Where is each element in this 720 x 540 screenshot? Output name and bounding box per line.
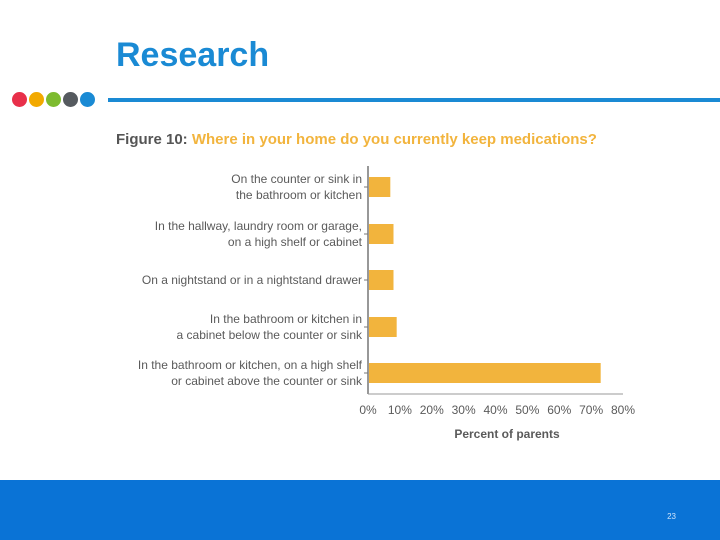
- x-tick-label-9: 80%: [611, 403, 635, 417]
- bar-1: [369, 177, 391, 197]
- category-label-1-line-1: On the counter or sink in: [231, 172, 362, 186]
- page-number: 23: [667, 512, 676, 521]
- x-tick-label-4: 30%: [452, 403, 476, 417]
- category-label-5-line-2: or cabinet above the counter or sink: [171, 374, 363, 388]
- chart-title-text: Where in your home do you currently keep…: [192, 131, 597, 148]
- dot-gray: [63, 92, 78, 107]
- x-tick-label-3: 20%: [420, 403, 444, 417]
- category-label-4-line-2: a cabinet below the counter or sink: [177, 328, 363, 342]
- dot-yellow: [29, 92, 44, 107]
- x-tick-label-2: 10%: [388, 403, 412, 417]
- x-tick-label-7: 60%: [547, 403, 571, 417]
- title-rule: [108, 98, 720, 102]
- footer-bar: 23: [0, 480, 720, 540]
- bar-4: [369, 317, 397, 337]
- category-label-2-line-2: on a high shelf or cabinet: [228, 235, 363, 249]
- category-label-2-line-1: In the hallway, laundry room or garage,: [155, 219, 362, 233]
- x-tick-label-1: 0%: [359, 403, 377, 417]
- bar-2: [369, 224, 394, 244]
- chart-title-prefix: Figure 10:: [116, 131, 192, 148]
- chart-title: Figure 10: Where in your home do you cur…: [116, 131, 597, 148]
- slide-title: Research: [116, 36, 270, 74]
- dot-red: [12, 92, 27, 107]
- category-label-1-line-2: the bathroom or kitchen: [236, 188, 362, 202]
- bar-chart: Figure 10: Where in your home do you cur…: [116, 131, 635, 441]
- x-tick-label-6: 50%: [515, 403, 539, 417]
- category-label-3-line-1: On a nightstand or in a nightstand drawe…: [142, 273, 362, 287]
- category-label-5-line-1: In the bathroom or kitchen, on a high sh…: [138, 358, 363, 372]
- x-tick-label-8: 70%: [579, 403, 603, 417]
- dot-green: [46, 92, 61, 107]
- category-label-4-line-1: In the bathroom or kitchen in: [210, 312, 362, 326]
- bar-3: [369, 270, 394, 290]
- x-axis-label: Percent of parents: [454, 427, 560, 441]
- dot-blue: [80, 92, 95, 107]
- bar-5: [369, 363, 601, 383]
- x-tick-label-5: 40%: [483, 403, 507, 417]
